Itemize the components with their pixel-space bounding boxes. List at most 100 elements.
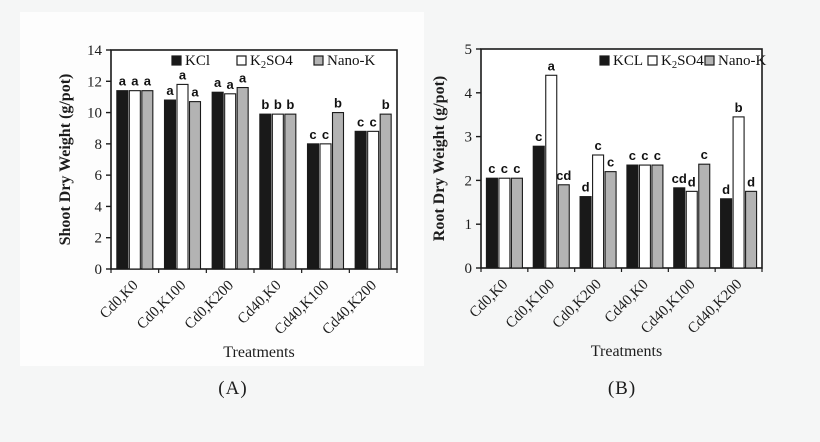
bar-Nano-K-Cd40,K200 [379,113,392,270]
y-tick-label: 4 [465,86,473,102]
significance-label: cd [556,168,571,183]
legend-label-K2SO4: K2SO4 [250,53,293,71]
y-tick-label: 4 [95,199,103,215]
x-axis-title: Treatments [223,344,294,361]
legend-swatch-Nano-K [313,55,324,66]
x-category-label: Cd0,K100 [134,278,189,333]
significance-label: d [582,180,590,195]
bar-Nano-K-Cd0,K100 [188,101,202,270]
bar-KCl-Cd0,K200 [211,91,224,270]
panel-b: 0 1 2 3 4 5 c c c Cd0,K0 c a cd Cd0,K100 d c c Cd0,K200 c c… [415,8,815,428]
significance-label: c [309,127,316,142]
bar-Nano-K-Cd0,K100 [557,184,570,269]
bar-K2SO4-Cd0,K200 [224,93,237,270]
bar-KCl-Cd40,K100 [306,143,320,270]
significance-label: a [227,77,235,92]
significance-label: b [261,97,269,112]
significance-label: b [274,97,282,112]
bar-Nano-K-Cd40,K100 [331,112,345,270]
legend-swatch-Nano-K [704,55,715,66]
legend-swatch-KCL [599,55,610,66]
significance-label: a [144,74,152,89]
legend-label-Nano-K: Nano-K [327,53,375,69]
y-tick-label: 2 [95,231,103,247]
bar-KCL-Cd40,K100 [673,187,686,269]
significance-label: c [513,161,520,176]
bar-K2SO4-Cd40,K100 [319,143,332,270]
plot-area [480,48,763,269]
significance-label: a [179,67,187,82]
significance-label: d [688,174,696,189]
significance-label: c [322,127,329,142]
bar-Nano-K-Cd40,K100 [698,163,711,269]
bar-KCl-Cd0,K0 [116,90,129,270]
x-category-label: Cd0,K0 [467,277,512,322]
legend-label-KCL: KCL [613,53,643,69]
bar-K2SO4-Cd40,K200 [732,116,745,269]
bar-K2SO4-Cd40,K100 [685,190,698,269]
significance-label: c [370,114,377,129]
y-tick-label: 6 [95,168,103,184]
legend-swatch-K2SO4 [647,55,658,66]
y-axis-title: Shoot Dry Weight (g/pot) [57,74,74,246]
panel-b-caption: (B) [607,378,637,399]
significance-label: b [334,96,342,111]
significance-label: b [735,100,743,115]
significance-label: b [382,97,390,112]
bar-Nano-K-Cd40,K0 [284,113,297,270]
y-tick-label: 1 [465,217,473,233]
panel-a: 0 2 4 6 8 10 12 14 a a a Cd0,K0 a a a Cd0,K100 a a a Cd0,K2… [18,8,418,428]
significance-label: c [701,147,708,162]
x-category-label: Cd0,K200 [182,278,237,333]
bar-K2SO4-Cd0,K100 [176,83,189,270]
x-category-label: Cd0,K100 [503,277,558,332]
y-tick-label: 2 [465,173,473,189]
significance-label: d [722,182,730,197]
significance-label: c [607,155,614,170]
x-category-label: Cd0,K200 [550,277,605,332]
bar-K2SO4-Cd40,K0 [638,164,651,269]
significance-label: c [501,161,508,176]
significance-label: c [488,161,495,176]
bar-Nano-K-Cd0,K200 [236,86,249,270]
y-tick-label: 0 [95,262,103,278]
significance-label: a [548,58,556,73]
legend-swatch-KCl [171,55,182,66]
bar-Nano-K-Cd0,K0 [141,90,154,270]
bar-K2SO4-Cd0,K100 [545,74,558,269]
panel-a-caption: (A) [218,378,248,399]
significance-label: cd [672,171,687,186]
significance-label: a [239,71,247,86]
bar-KCL-Cd0,K100 [532,145,545,269]
significance-label: d [747,174,755,189]
significance-label: a [166,83,174,98]
bar-K2SO4-Cd0,K0 [498,177,511,269]
significance-label: c [357,114,364,129]
legend-label-K2SO4: K2SO4 [661,53,704,71]
significance-label: c [535,129,542,144]
bar-K2SO4-Cd0,K200 [592,154,605,269]
legend-label-KCl: KCl [185,53,210,69]
bar-KCL-Cd40,K0 [626,164,639,269]
bar-KCL-Cd40,K200 [720,198,733,269]
bar-Nano-K-Cd40,K0 [651,164,664,269]
bar-K2SO4-Cd40,K0 [271,113,284,270]
significance-label: a [131,74,139,89]
y-tick-label: 8 [95,137,103,153]
x-category-label: Cd0,K0 [97,278,142,323]
significance-label: c [629,148,636,163]
y-tick-label: 14 [87,43,103,59]
bar-KCl-Cd0,K100 [163,99,177,270]
bar-KCL-Cd0,K200 [579,196,592,269]
plot-area [110,49,398,270]
bar-Nano-K-Cd40,K200 [745,190,758,269]
legend-swatch-K2SO4 [236,55,247,66]
significance-label: a [214,75,222,90]
bar-Nano-K-Cd0,K0 [510,177,523,269]
x-category-label: Cd40,K0 [235,278,285,328]
bar-KCl-Cd40,K200 [354,130,367,270]
bar-K2SO4-Cd0,K0 [128,90,141,270]
